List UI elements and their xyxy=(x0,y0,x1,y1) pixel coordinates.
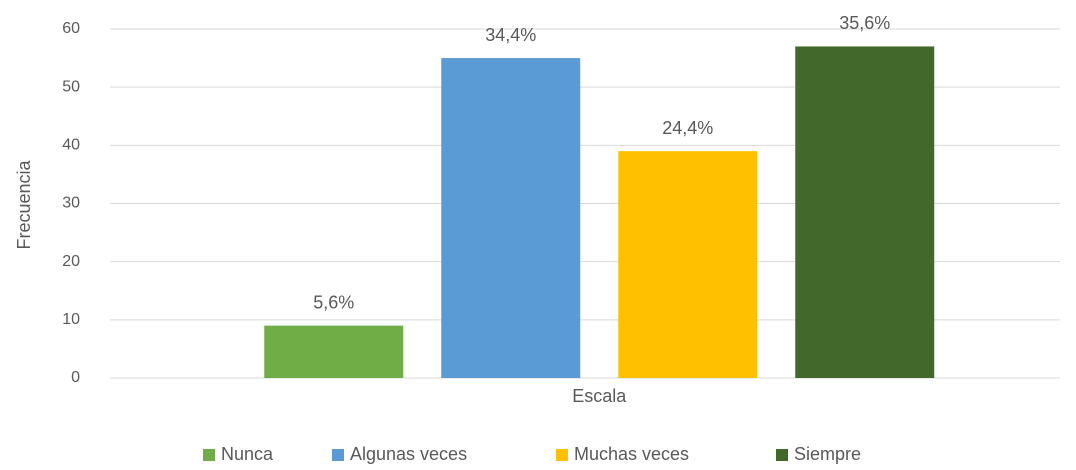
data-label: 35,6% xyxy=(839,13,890,33)
legend-label: Nunca xyxy=(221,444,274,464)
x-tick-label: Escala xyxy=(572,386,627,406)
legend-swatch xyxy=(203,449,215,461)
y-tick-label: 20 xyxy=(62,253,80,270)
legend-label: Siempre xyxy=(794,444,861,464)
legend-swatch xyxy=(332,449,344,461)
y-tick-label: 10 xyxy=(62,311,80,328)
data-label: 5,6% xyxy=(313,292,354,312)
data-label: 24,4% xyxy=(662,118,713,138)
legend-swatch xyxy=(556,449,568,461)
y-tick-label: 30 xyxy=(62,195,80,212)
legend-label: Algunas veces xyxy=(350,444,467,464)
y-tick-label: 50 xyxy=(62,78,80,95)
data-label: 34,4% xyxy=(485,25,536,45)
legend-label: Muchas veces xyxy=(574,444,689,464)
y-tick-label: 0 xyxy=(71,369,80,386)
bar xyxy=(795,46,935,378)
legend-swatch xyxy=(776,449,788,461)
bar xyxy=(618,151,758,378)
bar xyxy=(264,325,404,378)
y-axis-title: Frecuencia xyxy=(14,159,34,249)
bar xyxy=(441,58,581,378)
y-tick-label: 60 xyxy=(62,20,80,37)
y-tick-label: 40 xyxy=(62,137,80,154)
